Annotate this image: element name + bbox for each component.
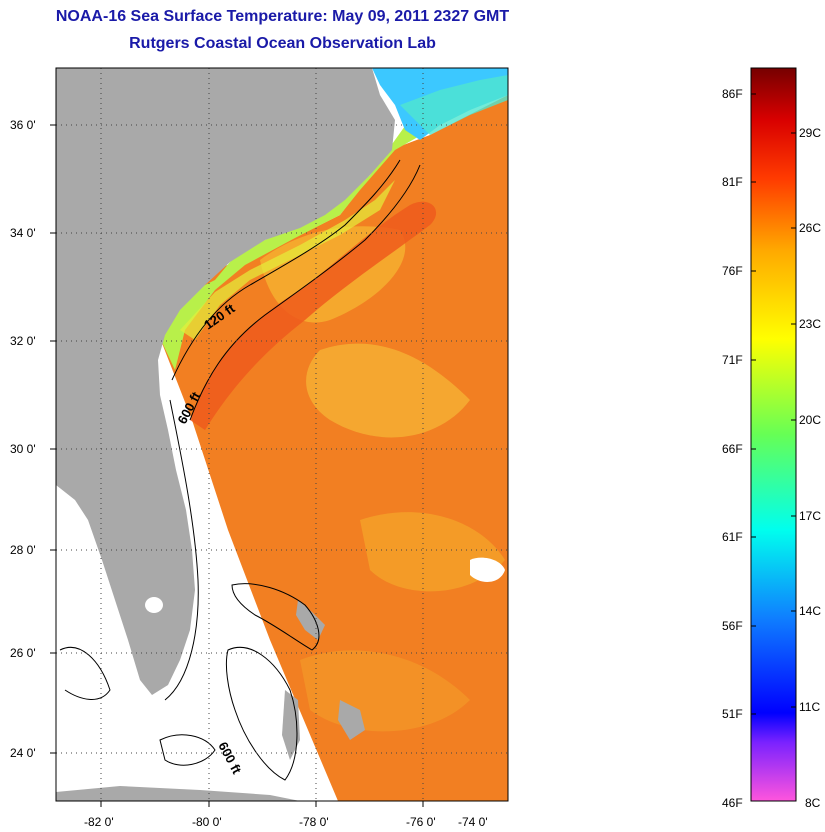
land-cuba [56, 786, 300, 801]
lat-label: 32 0' [10, 334, 36, 348]
colorbar [750, 67, 797, 802]
contour-bahamas-bank [231, 583, 320, 651]
land-us-southeast [56, 68, 395, 695]
colorbar-label-c: 11C [799, 700, 821, 714]
lat-label: 28 0' [10, 543, 36, 557]
axis-ticks [50, 124, 424, 807]
sst-cold-water [400, 75, 508, 135]
colorbar-label-c: 20C [799, 413, 822, 427]
lon-label: -82 0' [84, 815, 114, 829]
sst-yellow-patch [360, 512, 505, 592]
colorbar-label-f: 51F [722, 707, 743, 721]
contour-600ft [189, 164, 421, 421]
contour-bahamas-bank [159, 734, 216, 766]
colorbar-label-f: 61F [722, 530, 743, 544]
sst-yellow-patch [306, 343, 470, 438]
map-subtitle: Rutgers Coastal Ocean Observation Lab [129, 35, 436, 52]
lon-label: -76 0' [406, 815, 436, 829]
contour-keys [59, 646, 111, 700]
lat-label: 30 0' [10, 442, 36, 456]
lon-label: -74 0' [458, 815, 488, 829]
graticule [56, 68, 508, 801]
lat-label: 36 0' [10, 118, 36, 132]
lake-okeechobee [145, 597, 163, 613]
colorbar-label-f: 81F [722, 175, 743, 189]
contour-florida [164, 399, 199, 701]
colorbar-label-f: 86F [722, 87, 743, 101]
colorbar-ticks [751, 93, 796, 715]
colorbar-label-c: 29C [799, 126, 822, 140]
colorbar-label-f: 66F [722, 442, 743, 456]
colorbar-label-f: 71F [722, 353, 743, 367]
colorbar-label-c: 17C [799, 509, 822, 523]
colorbar-label-c: 8C [805, 796, 821, 810]
contour-bahamas-bank [225, 646, 298, 781]
contour-120ft [171, 159, 401, 381]
colorbar-label-f: 76F [722, 264, 743, 278]
colorbar-label-f: 56F [722, 619, 743, 633]
sst-nearshore-yellow [180, 180, 395, 340]
colorbar-label-c: 26C [799, 221, 822, 235]
map-frame [55, 67, 509, 802]
land-bahamas [338, 700, 365, 740]
lat-label: 24 0' [10, 746, 36, 760]
colorbar-label-c: 14C [799, 604, 822, 618]
land-bahamas [296, 600, 325, 640]
colorbar-label-c: 23C [799, 317, 822, 331]
colorbar-label-f: 46F [722, 796, 743, 810]
sst-gulf-stream [190, 201, 437, 430]
sst-warm-swath [160, 95, 508, 801]
lon-label: -78 0' [299, 815, 329, 829]
map-title: NOAA-16 Sea Surface Temperature: May 09,… [55, 8, 510, 25]
land-bahamas [282, 690, 300, 760]
lon-label: -80 0' [192, 815, 222, 829]
cloud-patch [470, 557, 505, 582]
lat-label: 34 0' [10, 226, 36, 240]
lat-label: 26 0' [10, 646, 36, 660]
